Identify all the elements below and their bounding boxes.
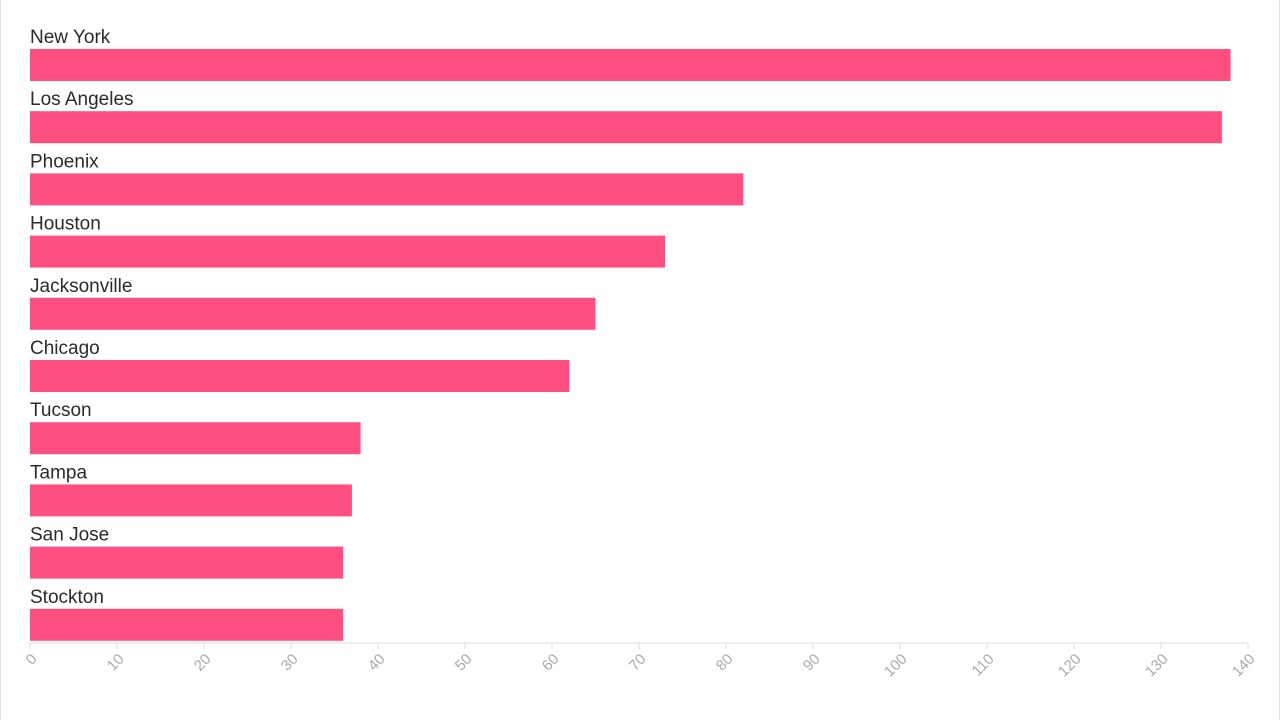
category-label: Los Angeles bbox=[30, 89, 134, 110]
bar bbox=[30, 546, 344, 579]
x-tick-label: 130 bbox=[1142, 651, 1172, 681]
x-tick-label: 50 bbox=[452, 651, 476, 675]
category-label: Tampa bbox=[30, 462, 87, 483]
category-label: Houston bbox=[30, 214, 101, 235]
bar bbox=[30, 297, 596, 330]
bar bbox=[30, 173, 744, 206]
bar bbox=[30, 484, 352, 517]
category-label: Jacksonville bbox=[30, 276, 132, 297]
category-label: Tucson bbox=[30, 400, 92, 421]
bar bbox=[30, 422, 361, 455]
x-tick-label: 80 bbox=[713, 651, 737, 675]
x-axis-ticks-layer: 0 10 20 30 40 50 60 70 80 90 100 110 120 130 140 bbox=[23, 643, 1259, 680]
category-label: Phoenix bbox=[30, 151, 99, 172]
x-tick-label: 20 bbox=[191, 651, 215, 675]
bar bbox=[30, 608, 344, 641]
x-tick-label: 120 bbox=[1055, 651, 1085, 681]
category-label: San Jose bbox=[30, 525, 109, 546]
bar bbox=[30, 235, 666, 268]
x-tick-label: 60 bbox=[539, 651, 563, 675]
x-tick-label: 0 bbox=[23, 651, 41, 669]
x-tick-label: 100 bbox=[881, 651, 911, 681]
bar bbox=[30, 360, 570, 392]
category-labels-layer: New York Los Angeles Phoenix Houston Jackson… bbox=[30, 27, 134, 608]
x-tick-label: 70 bbox=[626, 651, 650, 675]
bar bbox=[30, 111, 1222, 144]
x-tick-label: 140 bbox=[1229, 651, 1259, 681]
x-tick-label: 30 bbox=[278, 651, 302, 675]
x-tick-label: 40 bbox=[365, 651, 389, 675]
category-label: Chicago bbox=[30, 338, 100, 359]
bars-layer bbox=[30, 49, 1231, 641]
category-label: New York bbox=[30, 27, 111, 48]
x-tick-label: 10 bbox=[104, 651, 128, 675]
x-tick-label: 90 bbox=[800, 651, 824, 675]
bar bbox=[30, 49, 1231, 81]
category-label: Stockton bbox=[30, 587, 104, 608]
x-tick-label: 110 bbox=[969, 651, 998, 680]
